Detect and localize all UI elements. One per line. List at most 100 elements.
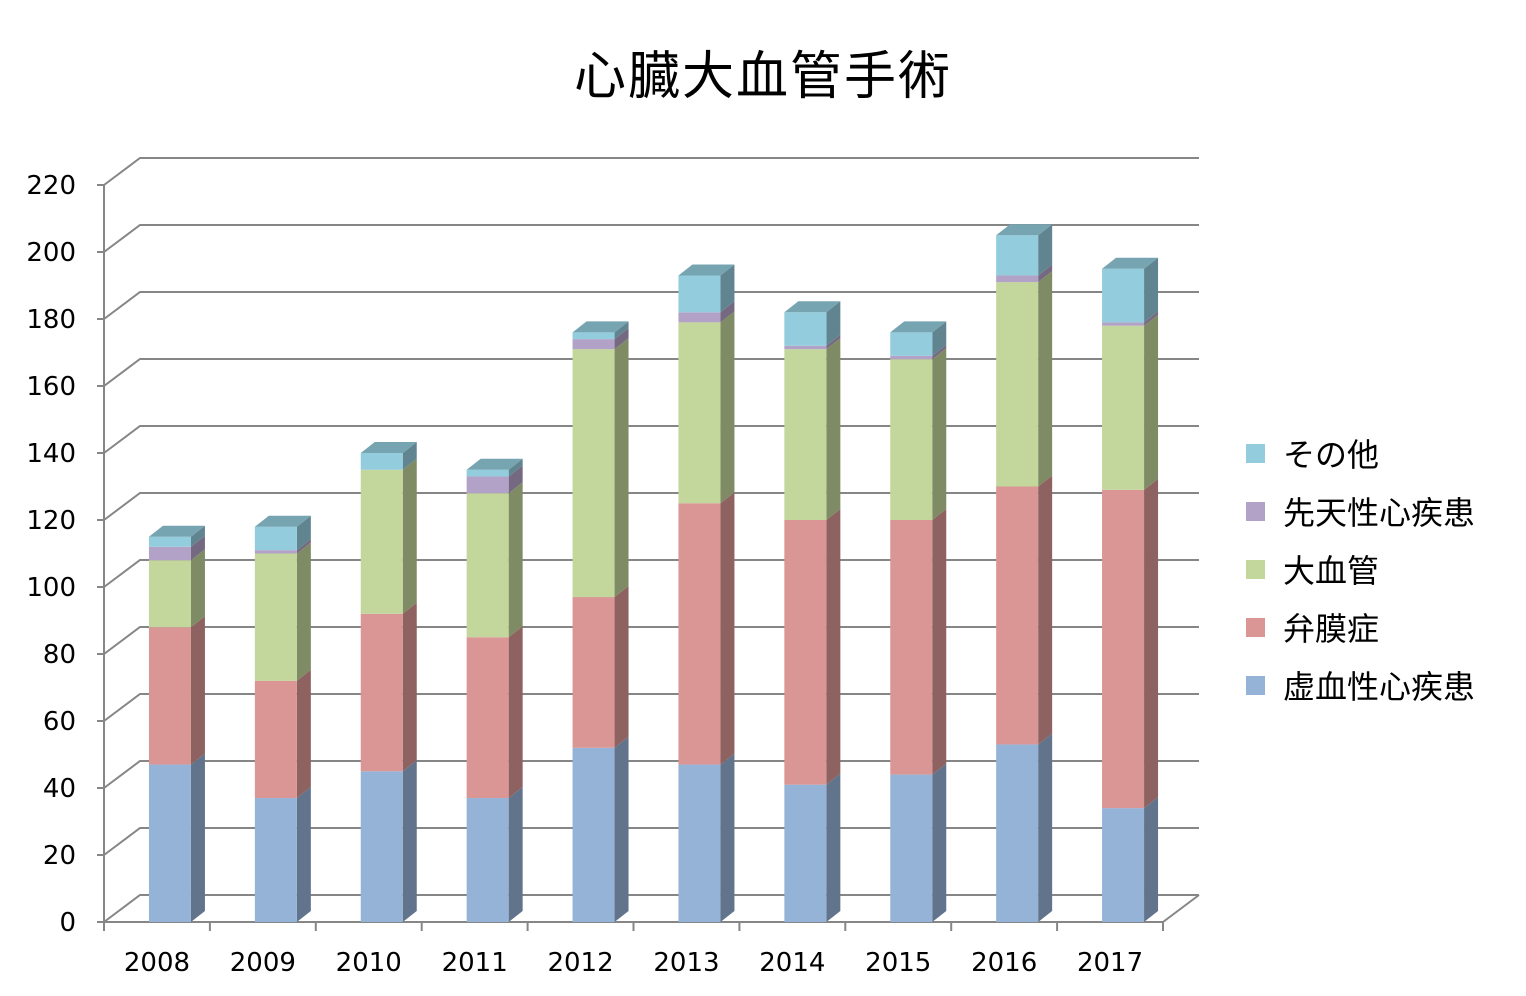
legend-label: 先天性心疾患 <box>1283 494 1476 532</box>
bar-segment-side <box>1144 257 1159 323</box>
bar-segment <box>784 784 827 922</box>
bar-segment <box>572 349 615 598</box>
legend: その他先天性心疾患 大血管弁膜症虚血性心疾患 <box>1246 424 1516 714</box>
bar-segment <box>572 332 615 340</box>
bar-segment <box>1102 325 1145 490</box>
bar-segment-top <box>572 321 629 333</box>
bar-segment <box>996 275 1039 283</box>
y-tick-label: 60 <box>43 707 76 737</box>
bar-segment-side <box>508 787 523 922</box>
bar-segment-side <box>190 549 205 628</box>
bar-segment-side <box>1038 733 1053 922</box>
bar-segment <box>148 627 191 765</box>
x-tick-label: 2017 <box>1077 948 1143 978</box>
bar-segment-side <box>190 535 205 561</box>
bar-segment-side <box>508 458 523 477</box>
legend-swatch <box>1246 443 1265 463</box>
bar-segment-side <box>296 787 311 922</box>
legend-item: その他 <box>1246 424 1516 482</box>
bar-segment-side <box>402 442 417 470</box>
bar-segment-side <box>1144 478 1159 809</box>
bar-segment-side <box>720 492 735 765</box>
y-tick-label: 0 <box>59 908 76 938</box>
bar-segment-side <box>1038 264 1053 283</box>
legend-label: 大血管 <box>1283 552 1380 590</box>
bar-segment-side <box>1144 797 1159 922</box>
bar-segment-side <box>720 301 735 323</box>
bar-stack-2009 <box>254 515 311 922</box>
y-tick-label: 180 <box>26 305 76 335</box>
gridline <box>103 492 1199 521</box>
bar-segment-side <box>932 763 947 922</box>
bar-stack-2014 <box>784 301 841 922</box>
y-tick-label: 100 <box>26 573 76 603</box>
bar-segment <box>572 339 615 350</box>
bar-segment <box>148 764 191 922</box>
bar-segment-side <box>1144 311 1159 326</box>
bar-segment <box>996 486 1039 745</box>
bar-segment-top <box>466 458 523 470</box>
legend-label: 弁膜症 <box>1283 610 1380 648</box>
bar-segment-side <box>1038 475 1053 745</box>
bar-stack-2013 <box>678 264 735 922</box>
bar-segment <box>466 469 509 477</box>
gridline <box>103 425 1199 454</box>
bar-segment-side <box>932 321 947 356</box>
bar-stack-2011 <box>466 458 523 922</box>
bar-segment-side <box>614 736 629 922</box>
bar-segment-top <box>254 515 311 527</box>
bar-segment <box>466 637 509 799</box>
bar-segment <box>996 744 1039 922</box>
bar-segment-side <box>508 465 523 494</box>
bar-segment-top <box>996 224 1053 236</box>
bar-segment-side <box>826 509 841 785</box>
gridline <box>103 626 1199 655</box>
bar-stack-2017 <box>1102 257 1159 922</box>
bars <box>148 224 1159 922</box>
bar-segment <box>254 550 297 554</box>
bar-segment <box>1102 808 1145 922</box>
bar-segment-side <box>508 626 523 799</box>
bar-segment-side <box>826 338 841 520</box>
x-tick-label: 2009 <box>230 948 296 978</box>
gridline <box>103 224 1199 253</box>
y-tick-label: 160 <box>26 372 76 402</box>
bar-segment-side <box>614 328 629 350</box>
bar-segment-side <box>720 753 735 922</box>
gridline <box>103 157 1199 186</box>
legend-item: 大血管 <box>1246 540 1516 598</box>
bar-segment <box>254 680 297 799</box>
bar-segment <box>784 312 827 346</box>
bar-segment <box>572 747 615 922</box>
bar-segment <box>572 597 615 748</box>
bar-segment <box>890 355 933 360</box>
bar-segment-top <box>360 442 417 453</box>
bar-segment-side <box>932 344 947 360</box>
bar-segment <box>678 503 721 765</box>
bar-segment-side <box>296 515 311 551</box>
bar-segment-side <box>402 760 417 922</box>
chart-title: 心臓大血管手術 <box>573 47 952 107</box>
bar-segment-top <box>148 525 205 537</box>
legend-swatch <box>1246 501 1265 521</box>
bar-segment <box>148 546 191 561</box>
bar-segment-side <box>614 586 629 748</box>
bar-segment-side <box>614 321 629 340</box>
x-tick-label: 2012 <box>547 948 613 978</box>
bar-segment-top <box>890 321 947 333</box>
x-tick-label: 2008 <box>124 948 190 978</box>
gridline <box>103 291 1199 320</box>
bar-stack-2012 <box>572 321 629 922</box>
bar-segment-side <box>508 482 523 638</box>
x-tick-labels: 2008 2009 2010 2011 2012 2013 2014 2015 2016 2017 <box>124 948 1143 978</box>
bar-segment <box>148 560 191 628</box>
bar-segment <box>784 520 827 785</box>
bar-stack-2008 <box>148 525 205 922</box>
bar-segment-side <box>826 301 841 346</box>
bar-segment-side <box>402 458 417 614</box>
legend-label: 虚血性心疾患 <box>1283 668 1476 706</box>
bar-segment-side <box>1038 271 1053 487</box>
bar-stack-2016 <box>996 224 1053 922</box>
bar-segment-side <box>190 525 205 547</box>
bar-segment <box>254 798 297 922</box>
